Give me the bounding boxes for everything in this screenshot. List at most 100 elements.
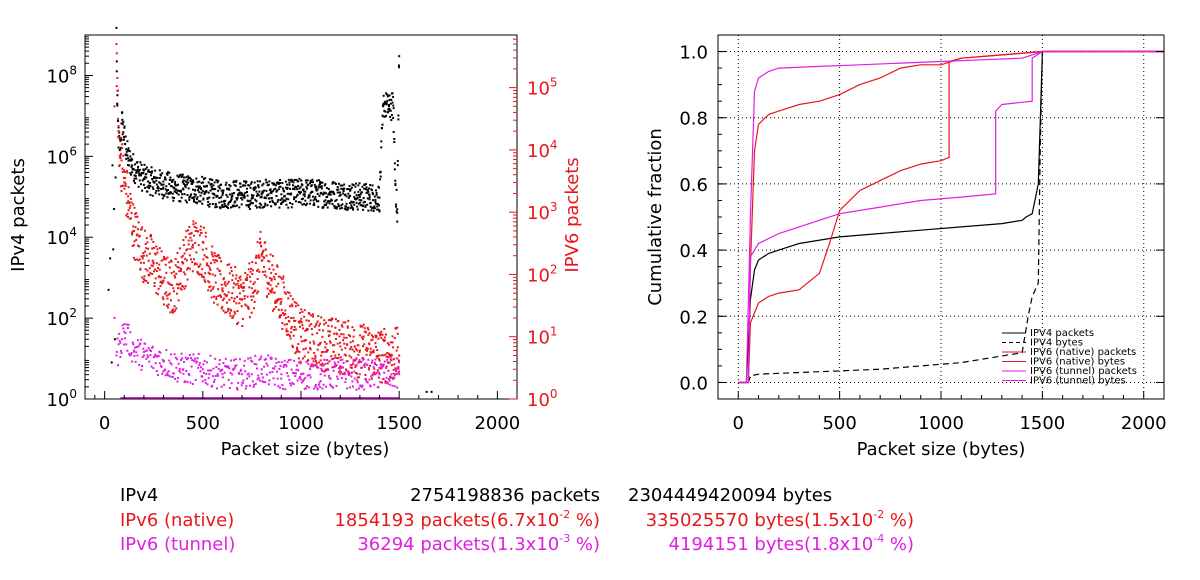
data-point [139, 261, 142, 264]
data-point [120, 122, 123, 125]
data-point [129, 197, 132, 200]
data-point [185, 176, 188, 179]
data-point [277, 182, 280, 185]
data-point [345, 336, 348, 339]
data-point [167, 192, 170, 195]
data-point [312, 363, 315, 366]
data-point [396, 220, 399, 223]
data-point [291, 179, 294, 182]
data-point [134, 212, 137, 215]
data-point [147, 356, 150, 359]
data-point [247, 200, 250, 203]
data-point [240, 305, 243, 308]
data-point [391, 101, 394, 104]
data-point [250, 202, 253, 205]
data-point [335, 384, 338, 387]
data-point [298, 177, 301, 180]
data-point [286, 323, 289, 326]
data-point [235, 274, 238, 277]
data-point [221, 376, 224, 379]
data-point [378, 359, 381, 362]
data-point [379, 334, 382, 337]
data-point [266, 194, 269, 197]
data-point [277, 181, 280, 184]
data-point [376, 196, 379, 199]
data-point [264, 204, 267, 207]
data-point [377, 208, 380, 211]
data-point [197, 272, 200, 275]
data-point [359, 324, 362, 327]
data-point [133, 206, 136, 209]
data-point [238, 206, 241, 209]
data-point [337, 203, 340, 206]
data-point [261, 252, 264, 255]
data-point [353, 195, 356, 198]
data-point [216, 373, 219, 376]
data-point [300, 321, 303, 324]
data-point [170, 363, 173, 366]
data-point [233, 282, 236, 285]
data-point [397, 118, 400, 121]
data-point [282, 275, 285, 278]
data-point [141, 179, 144, 182]
data-point [170, 179, 173, 182]
data-point [315, 189, 318, 192]
data-point [393, 363, 396, 366]
data-point [177, 287, 180, 290]
data-point [151, 259, 154, 262]
data-point [332, 344, 335, 347]
data-point [355, 364, 358, 367]
data-point [114, 176, 117, 179]
data-point [197, 243, 200, 246]
data-point [304, 376, 307, 379]
data-point [207, 200, 210, 203]
data-point [430, 390, 433, 393]
data-point [182, 361, 185, 364]
data-point [234, 200, 237, 203]
data-point [141, 365, 144, 368]
data-point [138, 168, 141, 171]
data-point [217, 367, 220, 370]
data-point [210, 289, 213, 292]
data-point [153, 282, 156, 285]
data-point [385, 333, 388, 336]
data-point [127, 323, 130, 326]
summary-packets-text: 2754198836 packets [410, 485, 600, 506]
data-point [182, 182, 185, 185]
data-point [150, 264, 153, 267]
data-point [143, 163, 146, 166]
data-point [349, 341, 352, 344]
data-point [228, 188, 231, 191]
data-point [324, 204, 327, 207]
data-point [263, 365, 266, 368]
data-point [168, 375, 171, 378]
data-point [203, 254, 206, 257]
data-point [177, 183, 180, 186]
data-point [180, 176, 183, 179]
data-point [338, 329, 341, 332]
data-point [276, 377, 279, 380]
data-point [231, 194, 234, 197]
data-point [180, 359, 183, 362]
data-point [122, 154, 125, 157]
data-point [148, 170, 151, 173]
data-point [175, 283, 178, 286]
data-point [336, 191, 339, 194]
data-point [378, 366, 381, 369]
data-point [184, 285, 187, 288]
data-point [220, 260, 223, 263]
data-point [245, 385, 248, 388]
data-point [318, 194, 321, 197]
data-point [381, 114, 384, 117]
data-point [373, 373, 376, 376]
data-point [127, 149, 130, 152]
data-point [231, 373, 234, 376]
data-point [218, 363, 221, 366]
data-point [219, 273, 222, 276]
data-point [127, 186, 130, 189]
data-point [274, 365, 277, 368]
data-point [369, 205, 372, 208]
data-point [374, 342, 377, 345]
data-point [215, 366, 218, 369]
